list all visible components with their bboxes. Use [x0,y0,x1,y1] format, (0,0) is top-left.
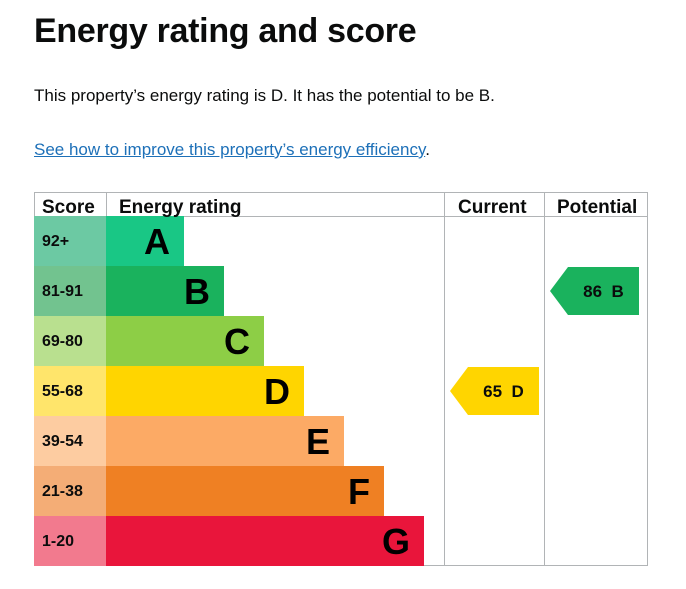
chart-headers: Score Energy rating Current Potential [42,197,637,218]
improve-link-line: See how to improve this property’s energ… [34,140,430,160]
score-range-a: 92+ [42,233,69,250]
score-cell-f [34,466,106,516]
band-bar-g [106,516,424,566]
score-cell-b [34,266,106,316]
score-cell-c [34,316,106,366]
score-range-d: 55-68 [42,383,83,400]
band-bar-b [106,266,224,316]
band-letter-a: A [144,221,170,262]
potential-rating-label: 86 B [583,282,624,301]
score-cell-d [34,366,106,416]
score-range-e: 39-54 [42,433,83,450]
band-bar-c [106,316,264,366]
current-rating-label: 65 D [483,382,524,401]
header-score: Score [42,197,95,218]
header-rating: Energy rating [119,197,241,218]
band-bar-a [106,216,184,266]
band-letter-e: E [306,421,330,462]
band-letter-g: G [382,521,410,562]
band-bar-f [106,466,384,516]
chart-bands: 92+ A 81-91 B 69-80 C 55-68 D 39-54 E 21-38 F 1-20 G [34,216,424,566]
page-title: Energy rating and score [34,12,417,50]
score-range-c: 69-80 [42,333,83,350]
link-suffix: . [425,140,430,159]
band-bar-e [106,416,344,466]
header-current: Current [458,197,527,218]
chart-arrows: 65 D 86 B [450,267,639,415]
rating-summary: This property’s energy rating is D. It h… [34,86,495,105]
score-cell-a [34,216,106,266]
band-letter-d: D [264,371,290,412]
band-letter-f: F [348,471,370,512]
score-cell-g [34,516,106,566]
potential-arrow [550,267,639,315]
score-range-f: 21-38 [42,483,83,500]
score-range-b: 81-91 [42,283,83,300]
band-letter-b: B [184,271,210,312]
band-bar-d [106,366,304,416]
score-cell-e [34,416,106,466]
header-potential: Potential [557,197,637,218]
improve-efficiency-link[interactable]: See how to improve this property’s energ… [34,140,426,159]
band-letter-c: C [224,321,250,362]
score-range-g: 1-20 [42,533,74,550]
current-arrow [450,367,539,415]
